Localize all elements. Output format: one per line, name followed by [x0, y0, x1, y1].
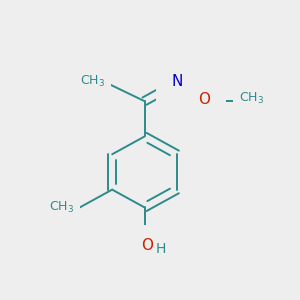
Text: CH$_3$: CH$_3$ — [239, 91, 264, 106]
Text: N: N — [171, 74, 182, 88]
Text: O: O — [199, 92, 211, 107]
Text: CH$_3$: CH$_3$ — [80, 74, 105, 88]
Text: H: H — [156, 242, 166, 256]
Text: CH$_3$: CH$_3$ — [49, 200, 74, 215]
Text: O: O — [141, 238, 153, 253]
